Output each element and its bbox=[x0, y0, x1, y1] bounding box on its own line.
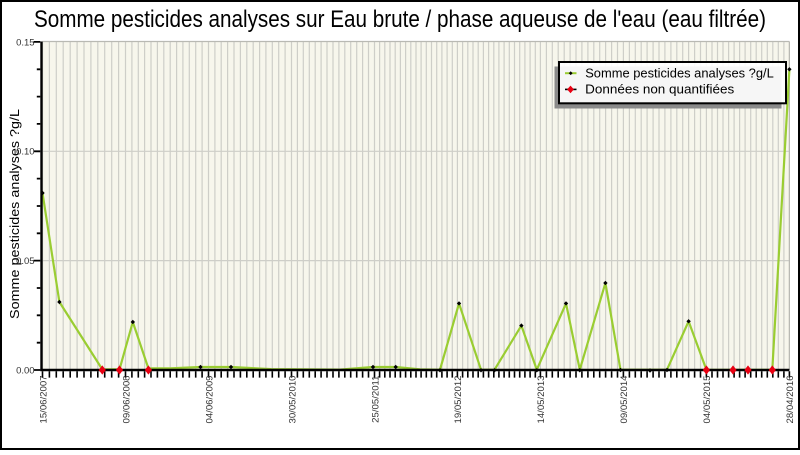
svg-text:0.00: 0.00 bbox=[16, 365, 35, 376]
svg-text:30/05/2010: 30/05/2010 bbox=[287, 376, 298, 424]
svg-text:04/05/2015: 04/05/2015 bbox=[702, 376, 713, 424]
svg-text:Données non quantifiées: Données non quantifiées bbox=[585, 82, 735, 97]
svg-text:0.10: 0.10 bbox=[16, 147, 35, 158]
svg-text:15/06/2007: 15/06/2007 bbox=[38, 376, 49, 424]
svg-text:09/06/2008: 09/06/2008 bbox=[121, 376, 132, 424]
svg-text:09/05/2014: 09/05/2014 bbox=[619, 375, 630, 424]
svg-text:28/04/2016: 28/04/2016 bbox=[785, 376, 796, 424]
svg-text:19/05/2012: 19/05/2012 bbox=[453, 376, 464, 424]
svg-text:Somme pesticides analyses ?g/L: Somme pesticides analyses ?g/L bbox=[8, 109, 22, 319]
svg-text:0.05: 0.05 bbox=[16, 256, 35, 267]
svg-text:25/05/2011: 25/05/2011 bbox=[370, 376, 381, 423]
svg-text:0.15: 0.15 bbox=[16, 37, 35, 48]
svg-text:14/05/2013: 14/05/2013 bbox=[536, 376, 547, 424]
svg-text:Somme pesticides analyses ?g/L: Somme pesticides analyses ?g/L bbox=[585, 66, 774, 81]
svg-text:04/06/2009: 04/06/2009 bbox=[204, 376, 215, 424]
svg-text:Somme pesticides analyses sur: Somme pesticides analyses sur Eau brute … bbox=[34, 6, 766, 33]
